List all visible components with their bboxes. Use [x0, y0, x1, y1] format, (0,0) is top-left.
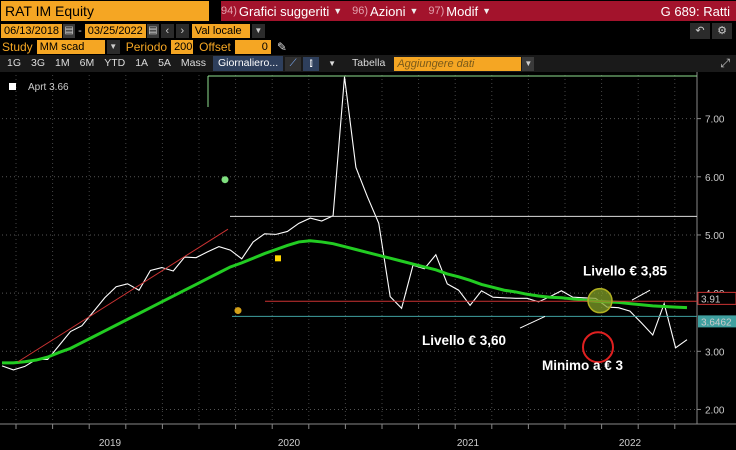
menu-grafici-suggeriti[interactable]: 94) Grafici suggeriti ▼ [221, 4, 342, 19]
start-date-input[interactable]: 06/13/2018 [1, 23, 63, 38]
currency-select[interactable]: Val locale [191, 23, 250, 38]
menu-number: 96) [352, 5, 369, 17]
y-tick-label: 5.00 [705, 231, 725, 242]
caret-down-icon: ▼ [333, 6, 343, 16]
menu-number: 94) [221, 5, 237, 17]
legend-swatch [9, 83, 16, 90]
level-label-teal-box [698, 315, 736, 328]
chart-toolbar: 1G 3G 1M 6M YTD 1A 5A Mass Giornaliero... ⟋ ⫾ ▼… [0, 55, 736, 72]
caret-down-icon: ▼ [409, 6, 419, 16]
level-label-red: 3.91 [701, 294, 721, 305]
menu-modif[interactable]: 97) Modif ▼ [428, 4, 491, 19]
menu-azioni[interactable]: 96) Azioni ▼ [352, 4, 418, 19]
add-data-input[interactable]: Aggiungere dati [394, 56, 522, 71]
line-chart-icon[interactable]: ⟋ [285, 56, 302, 71]
range-button-3g[interactable]: 3G [31, 57, 46, 69]
x-tick-label: 2022 [619, 438, 642, 449]
level-label-red-box [697, 291, 736, 305]
pencil-icon[interactable]: ✎ [276, 40, 287, 54]
period-label: Periodo [125, 40, 168, 54]
range-button-1a[interactable]: 1A [135, 57, 149, 69]
period-input[interactable]: 200 [171, 40, 194, 54]
dropdown-caret-icon[interactable]: ▼ [522, 56, 535, 71]
ticker-field[interactable]: RAT IM Equity [1, 1, 209, 21]
range-button-5a[interactable]: 5A [158, 57, 171, 69]
study-select[interactable]: MM scad [36, 40, 105, 54]
highlight-circle-upper [587, 287, 613, 314]
dropdown-caret-icon[interactable]: ▼ [251, 23, 265, 38]
annotation-arrow [631, 289, 651, 301]
x-tick-label: 2020 [278, 438, 301, 449]
calendar-icon[interactable]: ▤ [146, 23, 159, 38]
range-button-1g[interactable]: 1G [7, 57, 22, 69]
title-bar: RAT IM Equity 94) Grafici suggeriti ▼ 96… [0, 0, 736, 22]
annotation-lower-level: Livello € 3,60 [422, 333, 506, 348]
menu-number: 97) [428, 5, 445, 17]
bar-chart-icon[interactable]: ⫾ [303, 56, 320, 71]
offset-label: Offset [199, 40, 231, 54]
study-bar: Study MM scad ▼ Periodo 200 Offset 0 ✎ [0, 39, 736, 55]
y-tick-label: 6.00 [705, 173, 725, 184]
y-tick-label: 3.00 [705, 347, 725, 358]
marker-dot [221, 176, 229, 184]
dropdown-caret-icon[interactable]: ▼ [106, 40, 120, 54]
marker-dot [234, 307, 242, 315]
annotation-arrow [519, 315, 546, 329]
highlight-circle-minimum [582, 331, 614, 364]
range-button-massimo[interactable]: Mass [180, 57, 206, 69]
caret-down-icon: ▼ [482, 6, 492, 16]
end-date-input[interactable]: 03/25/2022 [84, 23, 146, 38]
x-tick-label: 2019 [99, 438, 122, 449]
legend-label: Aprt 3.66 [28, 82, 69, 93]
gear-icon[interactable]: ⚙ [712, 22, 732, 39]
range-button-ytd[interactable]: YTD [104, 57, 126, 69]
menu-label: Grafici suggeriti [238, 3, 330, 19]
moving-average-line [2, 239, 688, 365]
x-tick-label: 2021 [457, 438, 480, 449]
price-series-line [1, 76, 688, 371]
marker-square [275, 255, 281, 262]
range-button-6m[interactable]: 6M [79, 57, 95, 69]
date-separator: - [78, 24, 82, 37]
interval-select[interactable]: Giornaliero... [213, 56, 284, 71]
undo-icon[interactable]: ↶ [690, 22, 710, 39]
annotation-minimum: Minimo a € 3 [542, 358, 624, 373]
chevron-right-icon[interactable]: › [175, 23, 189, 38]
menu-label: Modif [446, 3, 479, 19]
study-label: Study [2, 40, 33, 54]
level-label-teal: 3.6462 [701, 317, 732, 328]
chevron-left-icon[interactable]: ‹ [160, 23, 174, 38]
offset-input[interactable]: 0 [234, 40, 271, 54]
y-tick-label: 7.00 [705, 115, 725, 126]
expand-icon[interactable]: ⤢ [720, 56, 730, 70]
range-button-1m[interactable]: 1M [55, 57, 70, 69]
table-button[interactable]: Tabella [352, 57, 386, 69]
annotation-upper-level: Livello € 3,85 [583, 264, 668, 279]
chart-name: G 689: Ratti [660, 3, 730, 19]
menu-label: Azioni [370, 3, 406, 19]
price-chart[interactable]: 7.006.005.004.003.002.002019202020212022… [0, 72, 736, 450]
dropdown-caret-icon[interactable]: ▼ [328, 59, 337, 68]
menu-bar: 94) Grafici suggeriti ▼ 96) Azioni ▼ 97)… [221, 1, 736, 21]
y-tick-label: 2.00 [705, 405, 725, 416]
calendar-icon[interactable]: ▤ [63, 23, 76, 38]
date-range-bar: 06/13/2018 ▤ - 03/25/2022 ▤ ‹ › Val loca… [0, 22, 736, 39]
trend-line [17, 228, 229, 363]
